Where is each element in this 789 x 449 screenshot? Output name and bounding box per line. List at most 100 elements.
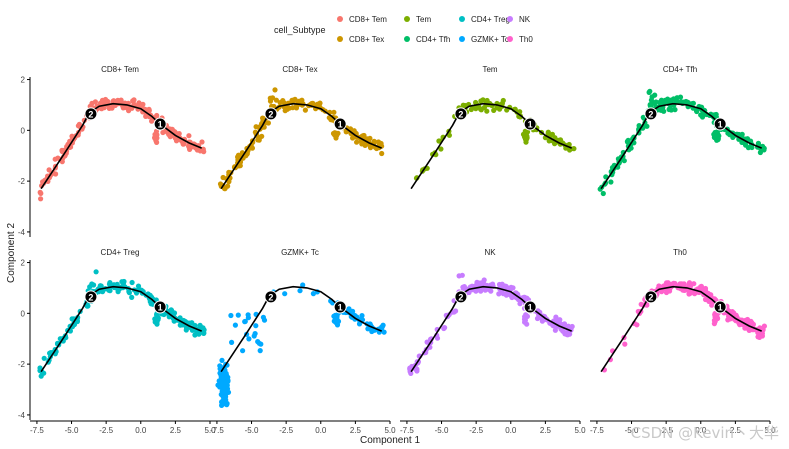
cell-point	[522, 136, 529, 142]
legend-label: CD8+ Tem	[349, 15, 387, 24]
x-tick-label: 2.5	[170, 426, 182, 435]
cell-point	[334, 317, 340, 323]
y-axis-label: Component 2	[6, 223, 17, 283]
cell-point	[297, 288, 303, 294]
branch-node-label: 1	[158, 302, 163, 312]
cell-point	[235, 154, 241, 160]
branch-node-label: 2	[88, 109, 93, 119]
panel-title: NK	[484, 248, 496, 257]
watermark: CSDN @Kevin丶大华	[630, 424, 779, 442]
y-tick-label: 2	[21, 259, 26, 268]
x-tick-label: 5.0	[574, 426, 586, 435]
cell-point	[331, 109, 337, 115]
cell-point	[600, 190, 606, 197]
cell-point	[647, 88, 653, 94]
cell-point	[186, 133, 192, 139]
cell-point	[522, 314, 528, 320]
cell-point	[608, 179, 614, 185]
legend-title: cell_Subtype	[274, 25, 326, 35]
legend-key	[404, 36, 410, 42]
cell-point	[149, 118, 155, 124]
x-tick-label: 0.0	[505, 426, 517, 435]
cell-point	[359, 313, 365, 319]
panel-title: CD8+ Tex	[282, 65, 317, 74]
cell-point	[496, 291, 502, 297]
cell-point	[290, 105, 296, 111]
cell-point	[121, 278, 127, 285]
branch-node	[84, 290, 98, 304]
cell-point	[517, 301, 523, 307]
legend-key	[337, 36, 343, 42]
cell-point	[571, 146, 577, 152]
branch-node-label: 1	[718, 302, 723, 312]
cell-point	[232, 322, 238, 328]
cell-point	[665, 280, 671, 286]
cell-point	[712, 132, 719, 138]
cell-point	[183, 325, 190, 331]
cell-point	[380, 322, 386, 328]
cell-point	[459, 272, 465, 278]
cell-point	[438, 146, 444, 152]
branch-node	[523, 117, 537, 131]
x-tick-label: 2.5	[350, 426, 362, 435]
facet-panel: CD4+ Tfh 1 2	[597, 65, 767, 197]
cell-point	[126, 290, 132, 296]
cell-point	[725, 317, 731, 323]
cell-point	[126, 108, 132, 114]
cell-point	[245, 312, 251, 318]
cell-point	[310, 291, 316, 297]
cell-point	[52, 156, 58, 162]
branch-node	[644, 290, 658, 304]
cell-point	[681, 281, 687, 287]
cell-point	[181, 141, 187, 147]
cell-point	[745, 145, 752, 151]
y-tick-label: -4	[18, 411, 26, 420]
cell-point	[220, 401, 226, 407]
trajectory-line	[40, 285, 203, 373]
x-tick-label: 0.0	[695, 426, 707, 435]
cell-point	[520, 131, 527, 137]
cell-point	[199, 139, 205, 145]
cell-point	[267, 98, 274, 104]
cell-point	[666, 106, 672, 113]
cell-point	[246, 336, 252, 342]
cell-point	[484, 108, 490, 114]
cell-point	[667, 288, 673, 294]
cell-point	[89, 281, 95, 287]
cell-point	[242, 318, 248, 324]
cell-point	[555, 317, 561, 323]
cell-point	[500, 291, 506, 297]
cell-point	[685, 100, 691, 106]
cell-point	[657, 99, 663, 105]
cell-point	[653, 99, 659, 105]
cell-point	[186, 145, 192, 151]
cell-point	[99, 106, 105, 112]
cell-point	[665, 96, 671, 102]
cell-point	[46, 167, 52, 173]
cell-point	[499, 100, 505, 106]
cell-point	[154, 316, 160, 322]
cell-point	[343, 129, 349, 135]
cell-point	[256, 340, 262, 346]
cell-point	[359, 141, 365, 147]
cell-point	[672, 107, 678, 113]
trajectory-line	[220, 102, 383, 190]
cell-point	[625, 137, 631, 143]
x-tick-label: -5.0	[435, 426, 449, 435]
cell-point	[659, 107, 665, 113]
panel-title: GZMK+ Tc	[281, 248, 319, 257]
cell-point	[381, 329, 387, 335]
branch-node-label: 1	[158, 119, 163, 129]
x-tick-label: -2.5	[99, 426, 113, 435]
cell-point	[192, 322, 198, 329]
cell-point	[135, 283, 142, 289]
trajectory-line	[410, 285, 573, 373]
facet-panel: CD8+ Tem 1 2	[37, 65, 207, 202]
cell-point	[636, 123, 642, 129]
x-tick-label: 2.5	[540, 426, 552, 435]
cell-point	[192, 332, 198, 338]
cell-point	[328, 117, 334, 123]
cell-point	[360, 133, 366, 139]
cell-point	[478, 107, 484, 113]
